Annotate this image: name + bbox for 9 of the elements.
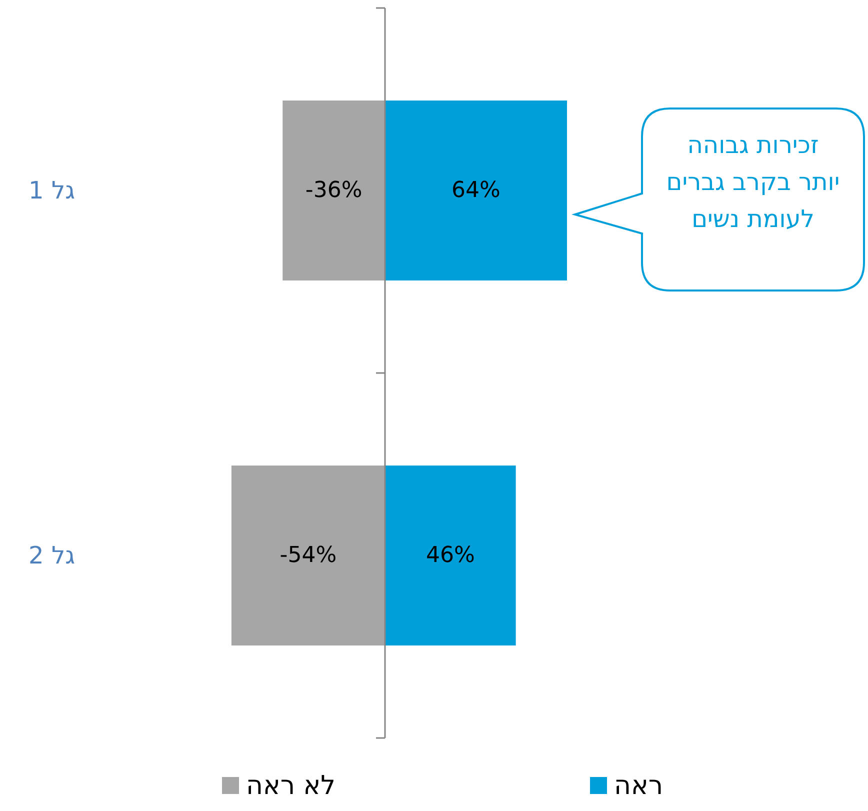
text: זכירות גבוהה יותר בקרב גברים לעומת נשים [665, 130, 841, 234]
data-label: -36% [305, 178, 362, 203]
data-label: -54% [280, 543, 337, 568]
y-tick-label: גל 1 [28, 176, 76, 204]
legend-label: ראה [614, 771, 664, 801]
data-label: 64% [452, 178, 500, 203]
data-label: 46% [426, 543, 475, 568]
legend-label: לא ראה [246, 771, 336, 801]
y-tick-label: גל 2 [28, 542, 76, 570]
